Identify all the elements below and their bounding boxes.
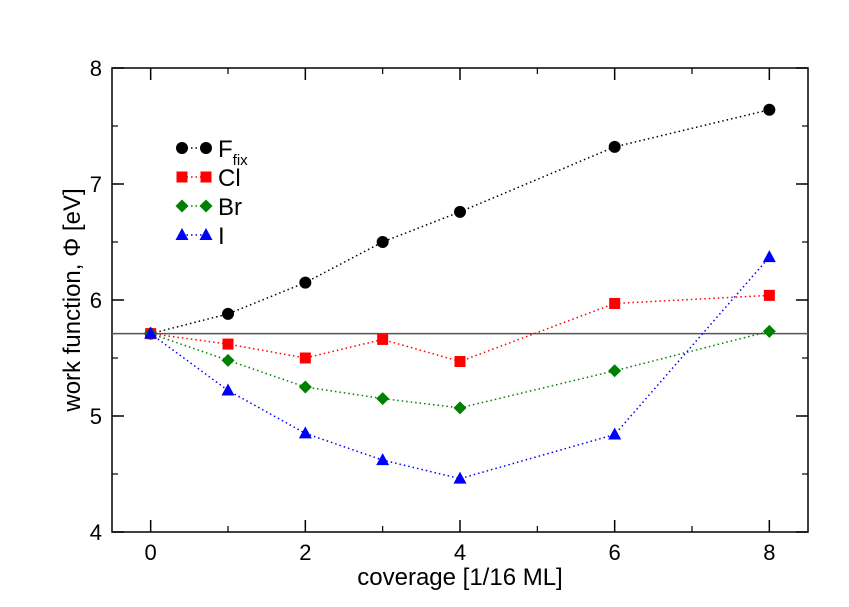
legend-marker (200, 171, 212, 183)
x-tick-label: 2 (299, 540, 311, 565)
data-point (453, 401, 467, 415)
legend-marker (176, 171, 188, 183)
legend-label: Cl (218, 165, 241, 192)
legend-label: I (218, 223, 225, 250)
series-i (144, 250, 776, 484)
legend-marker (199, 199, 213, 213)
y-tick-label: 4 (90, 520, 102, 545)
data-point (222, 338, 234, 350)
data-point (762, 250, 776, 263)
data-point (763, 289, 775, 301)
axis-ticks: 0 2 4 6 8 4 5 6 7 8 (90, 56, 808, 565)
legend-marker (175, 199, 189, 213)
series-f (144, 103, 776, 340)
y-tick-label: 8 (90, 56, 102, 81)
legend-label-subscript: fix (233, 152, 249, 169)
x-axis-title: coverage [1/16 ML] (357, 564, 562, 591)
series-line (150, 330, 770, 409)
y-tick-label: 7 (90, 172, 102, 197)
legend-entry-i: I (175, 223, 225, 250)
series-layer (144, 103, 776, 484)
x-tick-label: 6 (609, 540, 621, 565)
data-point (608, 427, 622, 440)
data-point (762, 324, 776, 338)
plot-frame (111, 67, 809, 533)
data-point (222, 307, 234, 320)
series-line (150, 256, 770, 480)
y-axis-title: work function, Φ [eV] (59, 188, 86, 412)
data-point (299, 352, 311, 364)
legend-marker (200, 142, 212, 154)
data-point (608, 364, 622, 378)
x-tick-label: 8 (763, 540, 775, 565)
legend-entry-br: Br (175, 194, 242, 221)
data-point (763, 103, 776, 116)
legend-marker (175, 228, 189, 240)
data-point (454, 205, 466, 218)
series-line (150, 294, 770, 363)
legend-marker (199, 228, 213, 240)
data-point (221, 353, 235, 367)
data-point (299, 276, 312, 289)
y-tick-label: 6 (90, 288, 102, 313)
data-point (608, 140, 621, 153)
x-tick-label: 0 (145, 540, 157, 565)
data-point (376, 236, 389, 248)
legend-label: Br (218, 194, 242, 221)
data-point (376, 392, 390, 406)
data-point (221, 383, 235, 396)
data-point (453, 471, 467, 484)
data-point (454, 355, 466, 367)
data-point (298, 426, 312, 439)
x-tick-label: 4 (454, 540, 466, 565)
data-point (609, 297, 621, 309)
data-point (298, 380, 312, 394)
series-cl (145, 289, 775, 367)
series-line (150, 109, 770, 335)
y-tick-label: 5 (90, 404, 102, 429)
data-point (377, 333, 389, 345)
data-point (144, 326, 158, 339)
series-br (144, 324, 776, 415)
data-point (376, 453, 390, 466)
legend-marker (176, 142, 188, 154)
legend-entry-cl: Cl (176, 165, 241, 192)
